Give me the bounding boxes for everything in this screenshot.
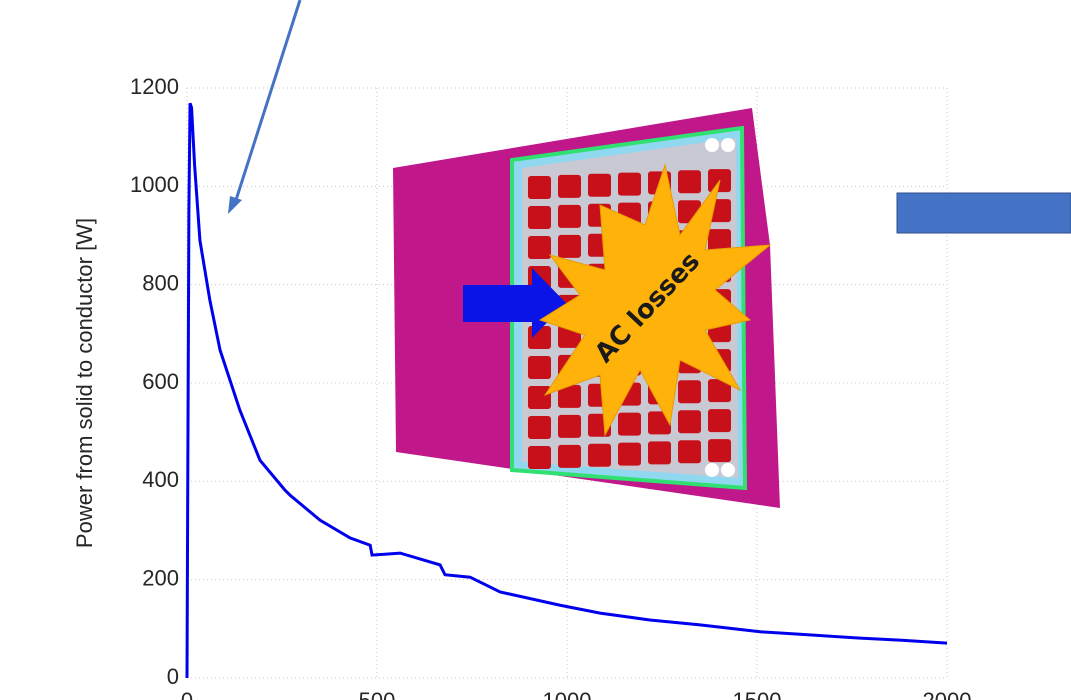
y-tick-label: 1200 [130,74,179,99]
cable-cell [528,446,551,469]
cable-cell [528,206,551,229]
cable-cell [558,205,581,228]
y-tick-label: 0 [167,664,179,689]
x-tick-label: 1500 [733,688,782,700]
pointer-arrowhead [228,196,242,214]
cable-cell [678,170,701,193]
x-tick-label: 2000 [923,688,972,700]
cooling-hole [721,463,735,477]
y-axis-label: Power from solid to conductor [W] [72,218,97,548]
cable-cell [528,416,551,439]
cable-cell [558,445,581,468]
cable-cell [678,410,701,433]
y-tick-label: 600 [142,369,179,394]
y-tick-label: 400 [142,467,179,492]
cooling-hole [721,138,735,152]
cable-cell [528,386,551,409]
cooling-hole [705,463,719,477]
cable-cell [618,413,641,436]
inset-image: AC losses [393,108,780,508]
x-tick-label: 500 [359,688,396,700]
cable-cell [528,176,551,199]
cable-cell [558,415,581,438]
x-tick-label: 1000 [543,688,592,700]
cable-cell [618,173,641,196]
cable-cell [528,236,551,259]
blue-box [897,193,1071,233]
cable-cell [558,235,581,258]
cable-cell [708,409,731,432]
cable-cell [648,441,671,464]
y-tick-label: 1000 [130,172,179,197]
cable-cell [618,443,641,466]
cable-cell [528,356,551,379]
y-tick-label: 200 [142,565,179,590]
cable-cell [678,380,701,403]
cable-cell [588,444,611,467]
cable-cell [708,439,731,462]
chart: Power from solid to conductor [W] 0 200 40… [0,0,1071,700]
pointer-arrow [236,0,300,200]
cable-cell [678,440,701,463]
cooling-hole [705,138,719,152]
cable-cell [558,175,581,198]
y-tick-label: 800 [142,270,179,295]
x-tick-label: 0 [181,688,193,700]
cable-cell [588,174,611,197]
